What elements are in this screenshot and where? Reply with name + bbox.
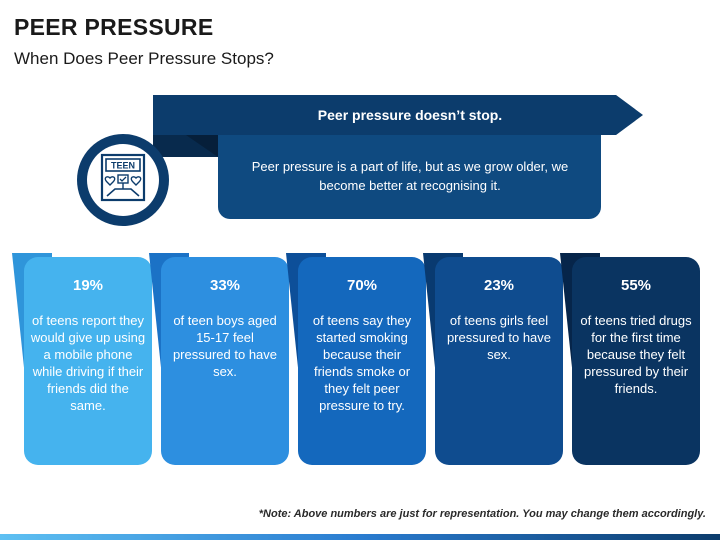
banner-heading: Peer pressure doesn’t stop. [317, 107, 503, 123]
stat-card-outline [316, 273, 431, 470]
stat-card-content: 33% of teen boys aged 15-17 feel pressure… [161, 257, 289, 465]
description-box [218, 135, 601, 219]
stat-card-text: of teens tried drugs for the first time … [580, 313, 692, 396]
page-title: PEER PRESSURE [14, 14, 214, 40]
teen-icon: TEEN [100, 153, 146, 202]
banner-arrow [153, 95, 643, 135]
stat-card-content: 23% of teens girls feel pressured to have… [435, 257, 563, 465]
stat-card [24, 257, 152, 465]
stat-card-percent: 55% [620, 277, 652, 294]
stat-card [435, 257, 563, 465]
stat-card [161, 257, 289, 465]
footnote: *Note: Above numbers are just for repres… [258, 508, 706, 520]
stat-card-text: of teen boys aged 15-17 feel pressured t… [172, 313, 278, 379]
stat-card-content: 55% of teens tried drugs for the first ti… [572, 257, 700, 465]
stat-card-percent: 19% [72, 277, 104, 294]
page-subtitle: When Does Peer Pressure Stops? [14, 49, 274, 68]
teen-icon-label: TEEN [111, 161, 135, 171]
stat-card-text: of teens girls feel pressured to have se… [446, 313, 552, 362]
stat-card-outline [453, 273, 568, 470]
stat-card-text: of teens report they would give up using… [30, 313, 146, 413]
stat-card-percent: 33% [209, 277, 241, 294]
stat-card-percent: 70% [346, 277, 378, 294]
stat-card-outline [42, 273, 157, 470]
stat-card-content: 70% of teens say they started smoking bec… [298, 257, 426, 465]
stat-card-outline [179, 273, 294, 470]
stat-card-content: 19% of teens report they would give up us… [24, 257, 152, 465]
stat-card-text: of teens say they started smoking becaus… [312, 313, 412, 413]
bottom-accent-bar [0, 534, 720, 540]
stat-card [572, 257, 700, 465]
stat-card [298, 257, 426, 465]
stat-card-percent: 23% [483, 277, 515, 294]
description-text: Peer pressure is a part of life, but as … [251, 159, 569, 193]
stat-card-outline [590, 273, 705, 470]
